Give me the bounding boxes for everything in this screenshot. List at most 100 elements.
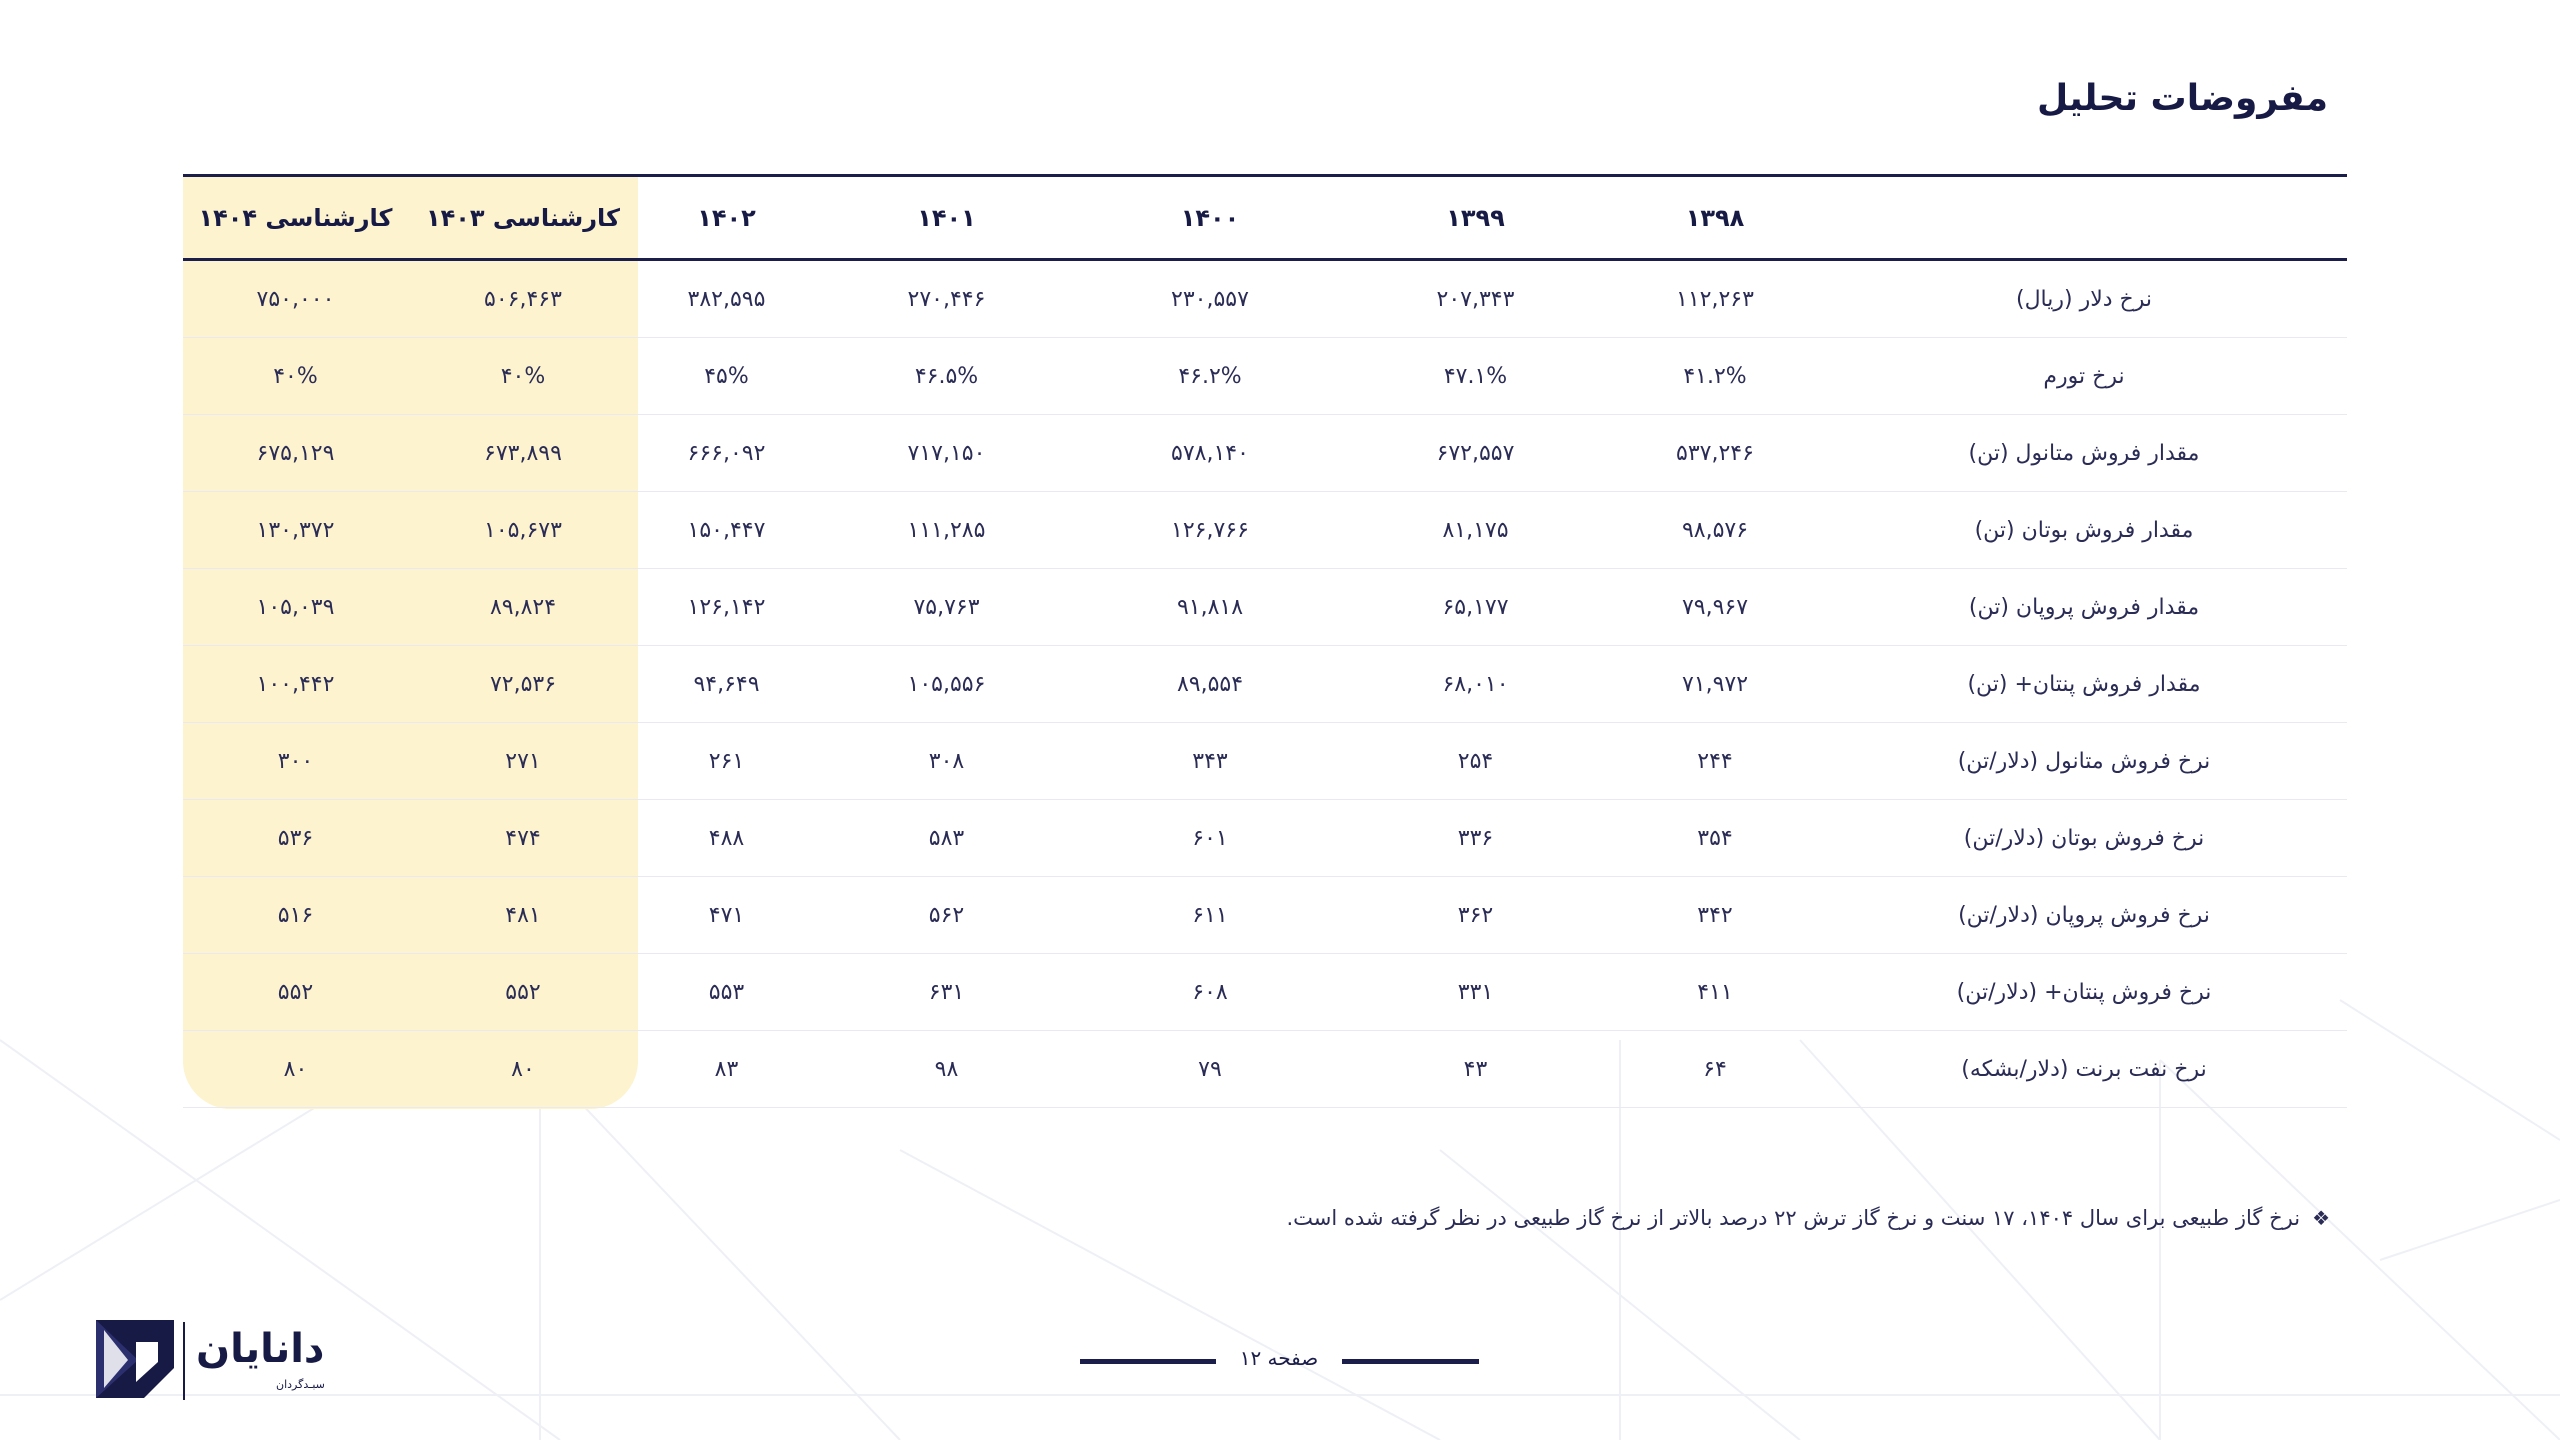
table-cell: ۳۸۲,۵۹۵ — [638, 259, 815, 338]
table-cell: ۱۰۵,۵۵۶ — [815, 645, 1078, 723]
page-title: مفروضات تحلیل — [2037, 78, 2328, 119]
table-cell: ۵۳۶ — [183, 799, 408, 877]
table-cell: ۳۰۰ — [183, 722, 408, 800]
table-cell: ۴۷.۱% — [1342, 337, 1609, 415]
table-cell: ۷۲,۵۳۶ — [408, 645, 638, 723]
table-row: نرخ فروش پنتان+ (دلار/تن) ۴۱۱ ۳۳۱ ۶۰۸ ۶۳۱ ۵۵۳… — [183, 953, 2347, 1031]
header-year-7: کارشناسی ۱۴۰۴ — [183, 174, 408, 261]
row-label: نرخ فروش بوتان (دلار/تن) — [1821, 799, 2347, 877]
table-cell: ۷۹ — [1078, 1030, 1342, 1108]
row-label: نرخ تورم — [1821, 337, 2347, 415]
row-label: مقدار فروش متانول (تن) — [1821, 414, 2347, 492]
table-cell: ۸۹,۵۵۴ — [1078, 645, 1342, 723]
table-cell: ۲۷۱ — [408, 722, 638, 800]
logo-divider — [183, 1322, 185, 1400]
table-cell: ۸۰ — [183, 1030, 408, 1108]
table-cell: ۳۵۴ — [1609, 799, 1821, 877]
table-cell: ۴۱.۲% — [1609, 337, 1821, 415]
diamond-bullet-icon: ❖ — [2312, 1206, 2330, 1230]
table-cell: ۳۴۳ — [1078, 722, 1342, 800]
table-cell: ۸۹,۸۲۴ — [408, 568, 638, 646]
footnote: ❖ نرخ گاز طبیعی برای سال ۱۴۰۴، ۱۷ سنت و ن… — [1286, 1206, 2330, 1230]
row-label: نرخ نفت برنت (دلار/بشکه) — [1821, 1030, 2347, 1108]
header-label-col — [1821, 174, 2347, 261]
table-cell: ۴۰% — [408, 337, 638, 415]
row-label: مقدار فروش پنتان+ (تن) — [1821, 645, 2347, 723]
table-cell: ۱۰۵,۶۷۳ — [408, 491, 638, 569]
table-cell: ۵۷۸,۱۴۰ — [1078, 414, 1342, 492]
table-cell: ۶۰۱ — [1078, 799, 1342, 877]
header-year-1: ۱۳۹۸ — [1609, 174, 1821, 261]
footer-line-right — [1342, 1359, 1479, 1364]
logo-subtitle: سبـدگردان — [276, 1378, 325, 1391]
table-row: نرخ فروش پروپان (دلار/تن) ۳۴۲ ۳۶۲ ۶۱۱ ۵۶۲ ۴۷۱… — [183, 876, 2347, 954]
table-cell: ۶۷۲,۵۵۷ — [1342, 414, 1609, 492]
table-cell: ۶۶۶,۰۹۲ — [638, 414, 815, 492]
table-cell: ۵۰۶,۴۶۳ — [408, 259, 638, 338]
table-cell: ۴۱۱ — [1609, 953, 1821, 1031]
table-cell: ۲۵۴ — [1342, 722, 1609, 800]
table-cell: ۶۷۳,۸۹۹ — [408, 414, 638, 492]
header-year-6: کارشناسی ۱۴۰۳ — [408, 174, 638, 261]
row-label: نرخ فروش پنتان+ (دلار/تن) — [1821, 953, 2347, 1031]
table-header-row: ۱۳۹۸ ۱۳۹۹ ۱۴۰۰ ۱۴۰۱ ۱۴۰۲ کارشناسی ۱۴۰۳ کارشناس… — [183, 174, 2347, 261]
table-cell: ۷۱۷,۱۵۰ — [815, 414, 1078, 492]
table-cell: ۵۱۶ — [183, 876, 408, 954]
table-cell: ۴۶.۵% — [815, 337, 1078, 415]
table-cell: ۴۸۱ — [408, 876, 638, 954]
table-cell: ۳۳۱ — [1342, 953, 1609, 1031]
table-row: مقدار فروش پروپان (تن) ۷۹,۹۶۷ ۶۵,۱۷۷ ۹۱,۸۱۸… — [183, 568, 2347, 646]
table-cell: ۸۱,۱۷۵ — [1342, 491, 1609, 569]
row-label: نرخ دلار (ریال) — [1821, 259, 2347, 338]
table-cell: ۷۵۰,۰۰۰ — [183, 259, 408, 338]
footnote-text: نرخ گاز طبیعی برای سال ۱۴۰۴، ۱۷ سنت و نر… — [1286, 1206, 2301, 1230]
table-cell: ۲۷۰,۴۴۶ — [815, 259, 1078, 338]
table-cell: ۳۰۸ — [815, 722, 1078, 800]
table-cell: ۵۵۲ — [408, 953, 638, 1031]
row-label: مقدار فروش پروپان (تن) — [1821, 568, 2347, 646]
header-year-4: ۱۴۰۱ — [815, 174, 1078, 261]
table-row: نرخ فروش متانول (دلار/تن) ۲۴۴ ۲۵۴ ۳۴۳ ۳۰۸ ۲۶۱… — [183, 722, 2347, 800]
table-cell: ۳۶۲ — [1342, 876, 1609, 954]
table-row: نرخ نفت برنت (دلار/بشکه) ۶۴ ۴۳ ۷۹ ۹۸ ۸۳ ۸۰ ۸۰ — [183, 1030, 2347, 1108]
row-label: مقدار فروش بوتان (تن) — [1821, 491, 2347, 569]
table-cell: ۹۸ — [815, 1030, 1078, 1108]
table-cell: ۴۳ — [1342, 1030, 1609, 1108]
table-cell: ۱۰۰,۴۴۲ — [183, 645, 408, 723]
table-cell: ۵۶۲ — [815, 876, 1078, 954]
table-cell: ۱۳۰,۳۷۲ — [183, 491, 408, 569]
table-cell: ۱۲۶,۷۶۶ — [1078, 491, 1342, 569]
table-cell: ۸۰ — [408, 1030, 638, 1108]
table-row: نرخ تورم ۴۱.۲% ۴۷.۱% ۴۶.۲% ۴۶.۵% ۴۵% ۴۰% ۴۰% — [183, 337, 2347, 415]
table-cell: ۴۷۱ — [638, 876, 815, 954]
table-row: مقدار فروش پنتان+ (تن) ۷۱,۹۷۲ ۶۸,۰۱۰ ۸۹,۵۵۴… — [183, 645, 2347, 723]
table-cell: ۹۱,۸۱۸ — [1078, 568, 1342, 646]
assumptions-table: ۱۳۹۸ ۱۳۹۹ ۱۴۰۰ ۱۴۰۱ ۱۴۰۲ کارشناسی ۱۴۰۳ کارشناس… — [183, 174, 2347, 1108]
table-cell: ۸۳ — [638, 1030, 815, 1108]
table-cell: ۳۴۲ — [1609, 876, 1821, 954]
table-cell: ۷۹,۹۶۷ — [1609, 568, 1821, 646]
table-cell: ۷۵,۷۶۳ — [815, 568, 1078, 646]
header-year-2: ۱۳۹۹ — [1342, 174, 1609, 261]
table-cell: ۴۷۴ — [408, 799, 638, 877]
header-year-5: ۱۴۰۲ — [638, 174, 815, 261]
table-cell: ۶۸,۰۱۰ — [1342, 645, 1609, 723]
table-cell: ۶۱۱ — [1078, 876, 1342, 954]
table-row: مقدار فروش متانول (تن) ۵۳۷,۲۴۶ ۶۷۲,۵۵۷ ۵۷۸,… — [183, 414, 2347, 492]
table-cell: ۱۰۵,۰۳۹ — [183, 568, 408, 646]
table-row: نرخ دلار (ریال) ۱۱۲,۲۶۳ ۲۰۷,۳۴۳ ۲۳۰,۵۵۷ ۲۷۰,… — [183, 259, 2347, 338]
table-cell: ۹۸,۵۷۶ — [1609, 491, 1821, 569]
table-cell: ۶۷۵,۱۲۹ — [183, 414, 408, 492]
table-row: مقدار فروش بوتان (تن) ۹۸,۵۷۶ ۸۱,۱۷۵ ۱۲۶,۷۶۶… — [183, 491, 2347, 569]
table-cell: ۱۱۲,۲۶۳ — [1609, 259, 1821, 338]
table-cell: ۳۳۶ — [1342, 799, 1609, 877]
table-cell: ۵۵۳ — [638, 953, 815, 1031]
table-cell: ۶۳۱ — [815, 953, 1078, 1031]
table-cell: ۴۶.۲% — [1078, 337, 1342, 415]
table-cell: ۵۵۲ — [183, 953, 408, 1031]
table-cell: ۲۳۰,۵۵۷ — [1078, 259, 1342, 338]
table-cell: ۴۰% — [183, 337, 408, 415]
header-year-3: ۱۴۰۰ — [1078, 174, 1342, 261]
logo-name: دانایان — [196, 1326, 325, 1372]
danayan-logo-icon — [96, 1320, 174, 1398]
